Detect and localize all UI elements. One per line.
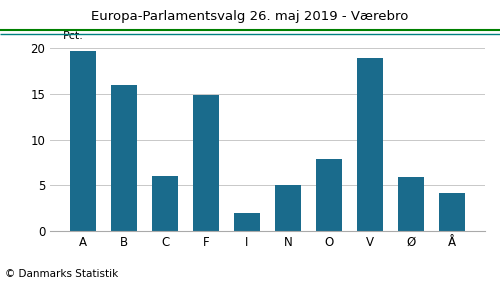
Bar: [111, 85, 138, 231]
Text: Europa-Parlamentsvalg 26. maj 2019 - Værebro: Europa-Parlamentsvalg 26. maj 2019 - Vær…: [92, 10, 408, 23]
Bar: [234, 213, 260, 231]
Bar: [152, 176, 178, 231]
Bar: [192, 95, 220, 231]
Text: © Danmarks Statistik: © Danmarks Statistik: [5, 269, 118, 279]
Bar: [316, 159, 342, 231]
Text: Pct.: Pct.: [62, 31, 84, 41]
Bar: [274, 186, 301, 231]
Bar: [398, 177, 424, 231]
Bar: [356, 58, 384, 231]
Bar: [70, 51, 96, 231]
Bar: [438, 193, 465, 231]
